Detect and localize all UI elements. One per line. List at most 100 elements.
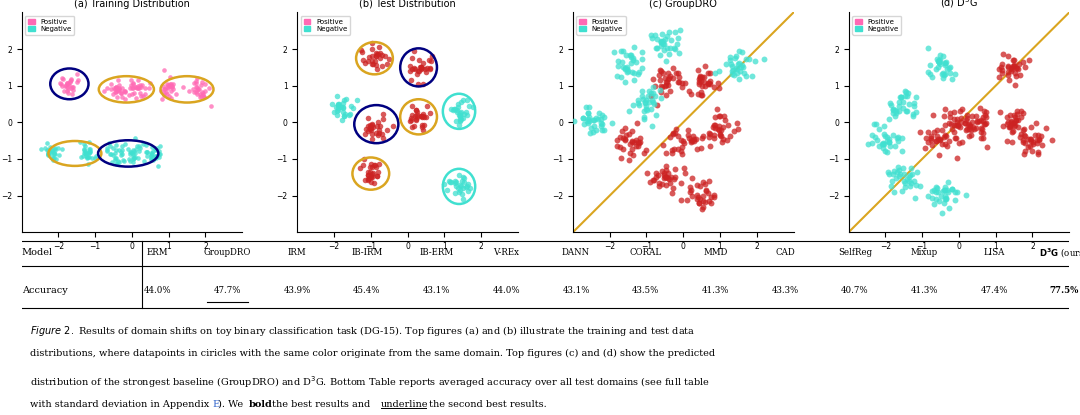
Point xyxy=(643,90,660,96)
Point xyxy=(922,133,940,140)
Point xyxy=(624,146,642,152)
Point xyxy=(969,117,986,124)
Point xyxy=(894,164,912,171)
Point xyxy=(672,137,689,143)
Point xyxy=(943,186,960,192)
Point xyxy=(920,193,937,200)
Point xyxy=(421,66,438,72)
Point xyxy=(364,131,381,137)
Point xyxy=(618,132,635,138)
Point xyxy=(653,181,671,188)
Point xyxy=(456,174,473,181)
Point xyxy=(684,175,701,181)
Point xyxy=(359,128,376,134)
Point xyxy=(134,140,151,147)
Point xyxy=(627,136,645,143)
Point xyxy=(968,112,985,119)
Point xyxy=(713,133,730,139)
Point xyxy=(435,181,453,187)
Point xyxy=(630,139,647,145)
Point xyxy=(666,70,684,77)
Point xyxy=(326,109,343,116)
Point xyxy=(683,91,700,98)
Point xyxy=(459,187,476,194)
Point xyxy=(149,145,166,151)
Point xyxy=(658,82,675,88)
Point xyxy=(75,141,92,147)
Point xyxy=(999,53,1016,59)
Point xyxy=(1012,107,1029,114)
Point xyxy=(931,135,948,142)
Point xyxy=(45,151,63,158)
Point xyxy=(936,140,954,147)
Point xyxy=(127,146,145,152)
Point xyxy=(1005,122,1023,129)
Point xyxy=(892,93,909,100)
Point xyxy=(660,69,677,76)
Point xyxy=(650,72,667,78)
Point xyxy=(646,176,663,183)
Point xyxy=(98,85,116,92)
Point xyxy=(130,76,147,83)
Point xyxy=(963,112,981,119)
Point xyxy=(953,119,970,126)
Point xyxy=(455,184,472,191)
Point xyxy=(138,152,156,159)
Point xyxy=(647,44,664,51)
Point xyxy=(653,167,671,174)
Point xyxy=(701,69,718,76)
Point xyxy=(403,77,420,83)
Point xyxy=(1032,133,1050,139)
Point xyxy=(107,84,124,90)
Point xyxy=(652,39,670,45)
Point xyxy=(126,83,144,90)
Point xyxy=(58,82,76,89)
Point xyxy=(1012,114,1029,121)
Point xyxy=(138,149,156,156)
Point xyxy=(1001,124,1018,131)
Point xyxy=(442,105,459,112)
Point xyxy=(907,94,924,101)
Point xyxy=(1016,140,1034,147)
Point xyxy=(923,187,941,194)
Point xyxy=(185,80,202,87)
Point xyxy=(109,87,126,93)
Point xyxy=(927,138,944,144)
Point xyxy=(702,142,719,149)
Point xyxy=(193,79,211,85)
Point xyxy=(931,198,948,204)
Point xyxy=(724,67,741,74)
Point xyxy=(116,157,133,164)
Point xyxy=(949,122,967,128)
Point xyxy=(1005,111,1023,118)
Point xyxy=(125,155,143,161)
Point xyxy=(186,88,203,95)
Point xyxy=(1028,140,1045,146)
Text: 77.5%: 77.5% xyxy=(1050,286,1079,295)
Point xyxy=(414,122,431,129)
Point xyxy=(406,48,423,55)
Point xyxy=(365,170,382,176)
Point xyxy=(990,66,1008,73)
Point xyxy=(581,114,598,120)
Point xyxy=(369,122,387,129)
Point xyxy=(636,99,653,106)
Text: IB-IRM: IB-IRM xyxy=(351,249,382,257)
Point xyxy=(954,106,971,112)
Point xyxy=(194,90,212,96)
Point xyxy=(936,183,954,190)
Point xyxy=(624,56,642,63)
Point xyxy=(335,100,352,106)
Point xyxy=(681,184,699,190)
Point xyxy=(977,109,995,116)
Point xyxy=(590,116,607,123)
Point xyxy=(706,69,724,76)
Point xyxy=(40,151,57,157)
Point xyxy=(874,140,891,147)
Point xyxy=(42,144,59,150)
Point xyxy=(200,85,217,92)
Point xyxy=(890,172,907,179)
Point xyxy=(407,107,424,114)
Point xyxy=(721,54,739,60)
Point xyxy=(731,47,748,54)
